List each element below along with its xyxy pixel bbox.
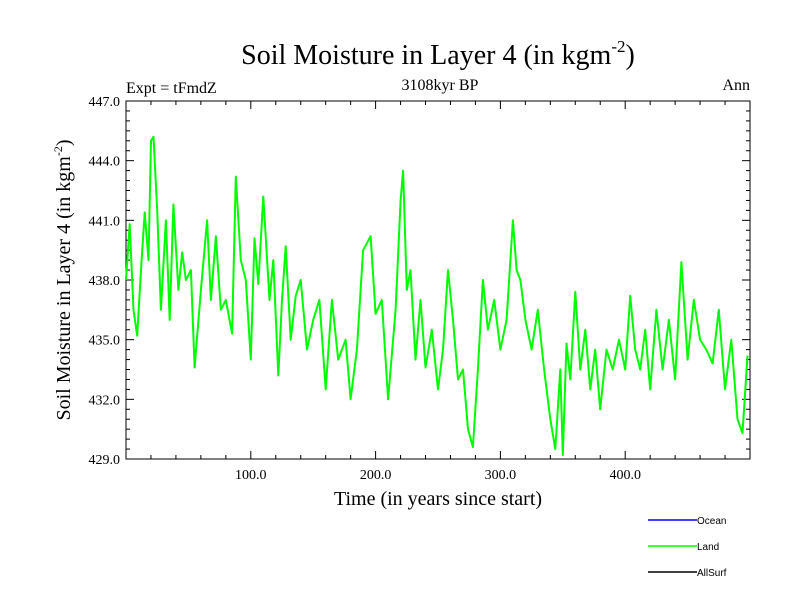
x-tick-label: 400.0	[609, 468, 641, 483]
y-axis-label-main: Soil Moisture in Layer 4 (in kgm	[53, 156, 75, 421]
y-tick-label: 438.0	[89, 274, 121, 289]
axis-ticks	[126, 100, 750, 460]
legend-label-land: Land	[697, 542, 719, 553]
chart-title: Soil Moisture in Layer 4 (in kgm-2)	[241, 37, 635, 71]
expt-label: Expt = tFmdZ	[126, 80, 217, 97]
y-tick-label: 444.0	[89, 155, 121, 170]
x-tick-labels: 100.0 200.0 300.0 400.0	[235, 468, 641, 483]
legend-label-allsurf: AllSurf	[697, 568, 727, 579]
season-label: Ann	[722, 77, 750, 94]
x-tick-label: 300.0	[485, 468, 517, 483]
y-tick-label: 435.0	[89, 334, 121, 349]
x-tick-label: 100.0	[235, 468, 267, 483]
y-tick-label: 429.0	[89, 453, 121, 468]
chart-title-exponent: -2	[611, 37, 625, 56]
x-tick-label: 200.0	[360, 468, 392, 483]
y-axis-label-close: )	[53, 139, 75, 146]
chart-subtitle: 3108kyr BP	[402, 77, 479, 94]
y-tick-label: 441.0	[89, 214, 121, 229]
y-axis-label-exponent: -2	[51, 146, 65, 156]
legend-label-ocean: Ocean	[697, 516, 726, 527]
x-axis-label: Time (in years since start)	[334, 488, 542, 510]
series-line-land	[125, 135, 749, 456]
legend: Ocean Land AllSurf	[648, 516, 727, 579]
chart-title-close: )	[626, 40, 635, 71]
y-tick-label: 432.0	[89, 393, 121, 408]
chart-title-main: Soil Moisture in Layer 4 (in kgm	[241, 40, 611, 71]
y-tick-label: 447.0	[89, 95, 121, 110]
y-tick-labels: 429.0 432.0 435.0 438.0 441.0 444.0 447.0	[89, 95, 121, 468]
y-axis-label: Soil Moisture in Layer 4 (in kgm-2)	[51, 139, 75, 420]
